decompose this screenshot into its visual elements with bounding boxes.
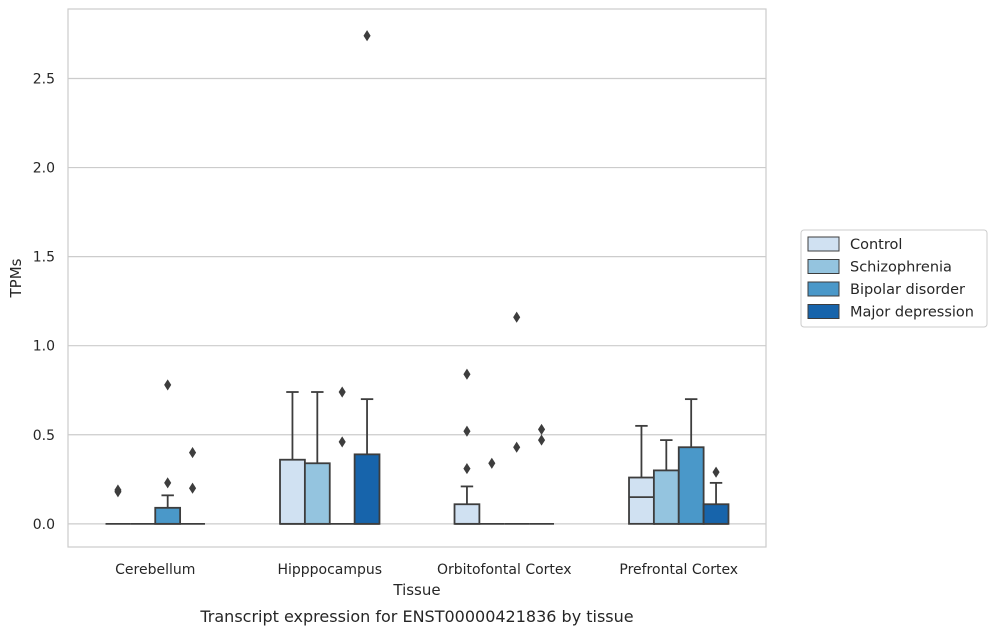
y-axis-label: TPMs <box>7 258 25 298</box>
box-group <box>702 466 730 525</box>
outlier-point <box>164 477 172 489</box>
y-tick-label: 0.0 <box>33 517 55 533</box>
outlier-point <box>338 436 346 448</box>
outlier-point <box>363 30 371 42</box>
y-tick-label: 1.5 <box>33 250 55 266</box>
outlier-point <box>188 447 197 459</box>
box <box>353 453 381 525</box>
x-tick-label: Prefrontal Cortex <box>619 562 738 578</box>
outlier-point <box>338 386 346 398</box>
box-group <box>628 424 655 525</box>
box-group <box>329 386 355 525</box>
outlier-point <box>463 463 471 475</box>
outlier-point <box>114 484 122 496</box>
y-tick-label: 2.0 <box>33 161 55 177</box>
chart-caption: Transcript expression for ENST0000042183… <box>199 607 633 626</box>
legend-label: Control <box>850 237 902 253</box>
legend-swatch <box>807 281 840 297</box>
box <box>279 458 306 525</box>
box-group <box>353 30 381 525</box>
box <box>652 469 680 525</box>
y-tick-label: 1.0 <box>33 339 55 355</box>
plot-frame <box>67 8 767 548</box>
y-tick-labels: 0.0 0.5 1.0 1.5 2.0 2.5 <box>33 71 55 532</box>
box-group <box>154 379 182 525</box>
legend: Control Schizophrenia Bipolar disorder Majo… <box>800 229 988 328</box>
legend-label: Major depression <box>850 305 974 321</box>
box-group <box>652 439 680 525</box>
x-tick-label: Cerebellum <box>115 562 195 578</box>
legend-label: Schizophrenia <box>850 260 952 276</box>
outlier-point <box>164 379 172 391</box>
box-group <box>529 423 554 525</box>
outlier-point <box>513 441 521 453</box>
box-group <box>504 311 530 525</box>
box <box>628 476 655 525</box>
outlier-point <box>463 425 471 437</box>
legend-swatch <box>807 304 840 319</box>
legend-swatch <box>807 236 840 252</box>
box <box>154 506 182 525</box>
box-group <box>677 398 705 525</box>
legend-label: Bipolar disorder <box>850 282 965 298</box>
box <box>702 503 730 525</box>
box-group <box>453 368 481 525</box>
x-tick-labels: Cerebellum Hipppocampus Orbitofontal Corte… <box>115 562 738 578</box>
box-group <box>303 391 331 525</box>
outlier-point <box>488 457 496 469</box>
plot-area <box>68 9 766 547</box>
outlier-point <box>513 311 521 323</box>
legend-frame <box>800 229 988 328</box>
box-group <box>105 484 131 525</box>
outlier-point <box>463 368 471 380</box>
legend-swatch <box>807 259 840 274</box>
box-group <box>180 447 205 525</box>
outlier-point <box>537 423 546 435</box>
x-axis-label: Tissue <box>392 581 440 599</box>
y-tick-label: 2.5 <box>33 71 55 87</box>
box <box>303 462 331 525</box>
x-tick-label: Orbitofontal Cortex <box>437 562 572 578</box>
boxes-layer <box>105 30 730 525</box>
y-tick-label: 0.5 <box>33 428 55 444</box>
box <box>677 446 705 525</box>
outlier-point <box>537 434 546 446</box>
x-tick-label: Hipppocampus <box>277 562 382 578</box>
box-group <box>479 457 505 525</box>
box <box>453 503 481 525</box>
outlier-point <box>188 482 197 494</box>
outlier-point <box>712 466 720 478</box>
